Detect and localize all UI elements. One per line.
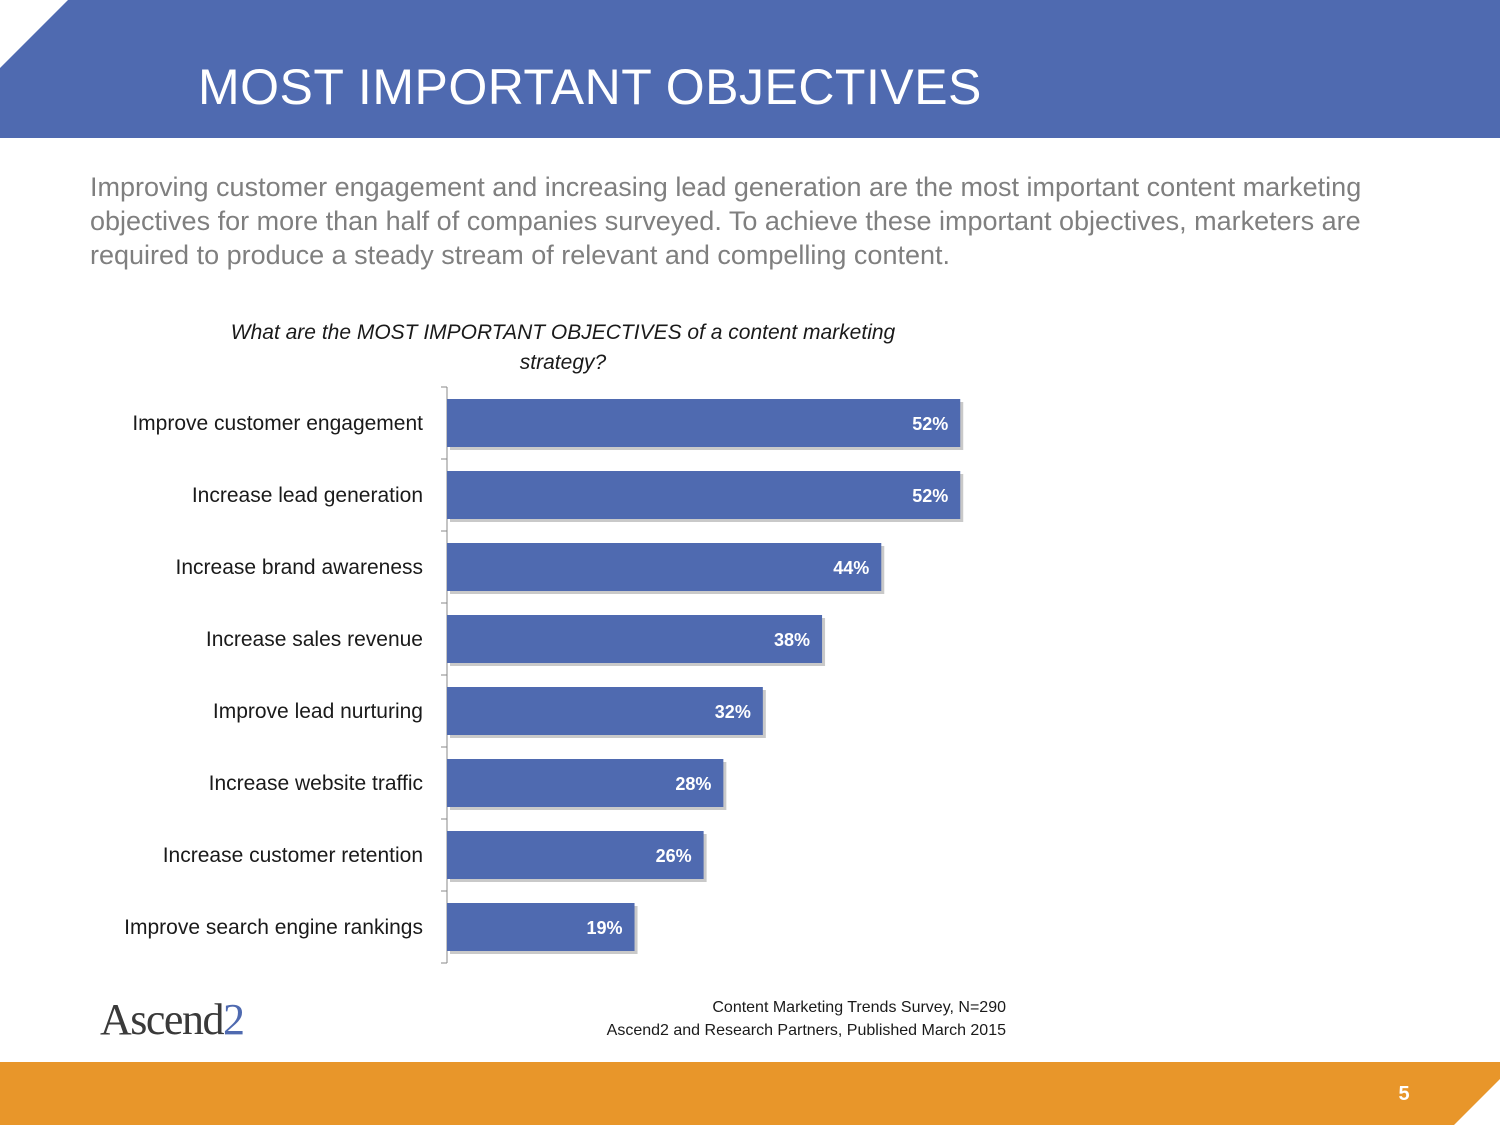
category-labels: Improve customer engagement Increase lead…: [124, 412, 423, 939]
bar: [447, 471, 961, 519]
value-label: 52%: [912, 414, 948, 434]
source-line-survey: Content Marketing Trends Survey, N=290: [712, 999, 1006, 1016]
bars: [447, 399, 964, 954]
page-number: 5: [1398, 1083, 1410, 1105]
ascend2-logo: Ascend2: [100, 995, 245, 1044]
value-labels: 52% 52% 44% 38% 32% 28% 26% 19%: [586, 414, 948, 938]
footer-band: [0, 1062, 1500, 1125]
category-label: Improve search engine rankings: [124, 916, 423, 939]
source-line-publisher: Ascend2 and Research Partners, Published…: [606, 1022, 1006, 1039]
source-note: Content Marketing Trends Survey, N=290 A…: [560, 996, 1006, 1042]
slide-title: MOST IMPORTANT OBJECTIVES: [198, 59, 982, 115]
value-label: 28%: [675, 774, 711, 794]
value-label: 32%: [715, 702, 751, 722]
category-label: Increase customer retention: [163, 844, 423, 867]
value-label: 38%: [774, 630, 810, 650]
bar: [447, 399, 961, 447]
category-axis: [441, 386, 448, 964]
category-label: Increase lead generation: [192, 484, 423, 507]
bar: [447, 615, 823, 663]
bar-chart: Improve customer engagement Increase lead…: [124, 386, 964, 964]
category-label: Improve lead nurturing: [213, 700, 423, 723]
bar: [447, 759, 724, 807]
category-label: Improve customer engagement: [132, 412, 423, 435]
header-band: [0, 0, 1500, 138]
value-label: 19%: [586, 918, 622, 938]
chart-title: What are the MOST IMPORTANT OBJECTIVES o…: [230, 321, 896, 374]
bar: [447, 543, 882, 591]
category-label: Increase website traffic: [209, 772, 423, 795]
intro-paragraph: Improving customer engagement and increa…: [90, 172, 1362, 270]
bar: [447, 687, 763, 735]
category-label: Increase brand awareness: [176, 556, 423, 579]
value-label: 44%: [833, 558, 869, 578]
category-label: Increase sales revenue: [206, 628, 423, 651]
bar: [447, 903, 635, 951]
value-label: 52%: [912, 486, 948, 506]
bar: [447, 831, 704, 879]
value-label: 26%: [656, 846, 692, 866]
